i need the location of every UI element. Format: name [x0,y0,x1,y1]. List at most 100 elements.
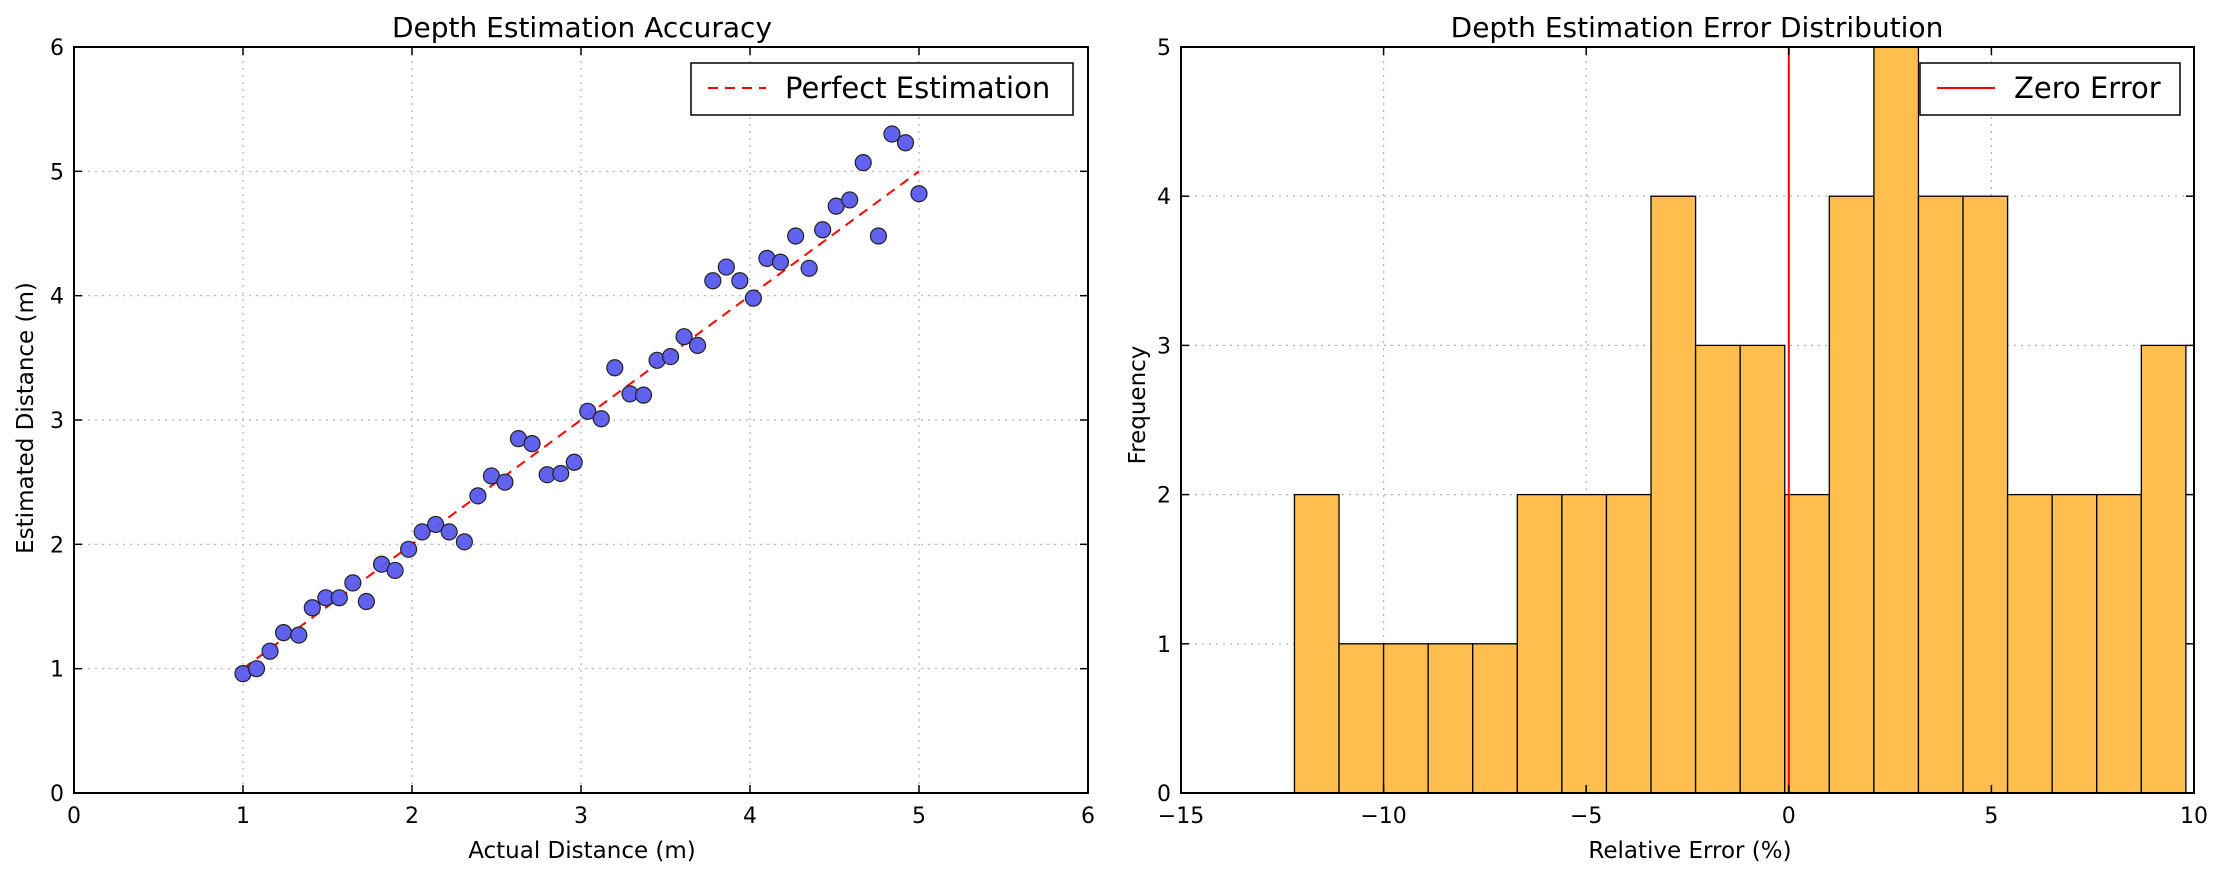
histogram-bar [1561,493,1608,794]
scatter-point [592,410,610,428]
histogram-bar [1650,195,1697,794]
scatter-point [386,561,404,580]
x-tick-label: 4 [743,804,757,829]
histogram-bar [1784,493,1830,794]
histogram-bar [1739,344,1786,794]
scatter-point [787,227,805,245]
chart1-legend: Perfect Estimation [690,62,1074,116]
histogram-bar [1962,195,2009,794]
x-tick-label: 10 [2180,804,2208,829]
chart2-frame [1180,46,2195,794]
scatter-point [717,258,735,276]
histogram-bar [1427,643,1474,794]
histogram-bar [1293,493,1340,794]
histogram-bar [2096,493,2142,794]
histogram-bar [2006,493,2053,794]
scatter-point [675,328,693,346]
scatter-point [455,533,473,551]
x-tick-label: −5 [1570,804,1602,829]
scatter-point [579,402,597,420]
scatter-point [261,642,279,660]
y-tick-label: 3 [50,409,64,434]
histogram-bar [2140,344,2187,794]
scatter-point [523,435,541,453]
chart2-ylabel: Frequency [1125,346,1151,465]
y-tick-label: 1 [50,658,64,683]
scatter-point [731,272,749,290]
histogram-bar [1472,643,1518,794]
scatter-point [883,125,901,143]
scatter-point [330,589,348,607]
scatter-point [357,592,375,611]
y-tick-label: 4 [1157,185,1171,210]
histogram-bar [1828,195,1875,794]
y-tick-label: 5 [50,160,64,185]
scatter-chart: Depth Estimation Accuracy Actual Distanc… [13,11,1095,864]
y-tick-label: 2 [50,533,64,558]
x-tick-label: 5 [1984,804,1998,829]
chart1-legend-label: Perfect Estimation [785,71,1050,105]
scatter-point [303,599,321,617]
histogram-bar [1873,46,1920,794]
scatter-point [771,253,790,271]
x-tick-label: 6 [1081,804,1095,829]
scatter-point [247,660,266,678]
y-tick-label: 1 [1157,633,1171,658]
scatter-point [413,523,431,541]
scatter-point [704,272,722,290]
scatter-point [344,574,362,592]
histogram-bar [1382,643,1429,794]
scatter-point [440,523,458,541]
chart2-title: Depth Estimation Error Distribution [1451,11,1944,44]
chart2-legend: Zero Error [1919,62,2181,116]
chart2-legend-label: Zero Error [2014,71,2161,105]
x-tick-label: −10 [1360,804,1406,829]
scatter-point [565,453,583,471]
scatter-point [274,624,293,642]
y-tick-label: 0 [50,782,64,807]
scatter-point [896,134,915,152]
histogram-chart: Depth Estimation Error Distribution Rela… [1125,11,2208,864]
scatter-point [552,464,570,483]
x-tick-label: 0 [67,804,81,829]
scatter-point [427,515,445,534]
scatter-point [606,359,624,377]
scatter-point [661,347,680,366]
x-tick-label: 2 [405,804,419,829]
x-tick-label: 3 [574,804,588,829]
x-tick-label: 5 [912,804,926,829]
scatter-point [800,259,818,277]
y-tick-label: 4 [50,285,64,310]
scatter-point [854,154,872,172]
chart1-title: Depth Estimation Accuracy [392,11,772,44]
y-tick-label: 0 [1157,782,1171,807]
scatter-point [869,227,888,245]
x-tick-label: 1 [236,804,250,829]
y-tick-label: 6 [50,36,64,61]
scatter-point [400,540,418,558]
scatter-point [496,473,514,491]
histogram-bar [1605,493,1652,794]
chart1-xlabel: Actual Distance (m) [468,838,696,864]
histogram-bar [1917,195,1964,794]
x-tick-label: −15 [1158,804,1204,829]
scatter-point [910,185,928,203]
y-tick-label: 3 [1157,334,1171,359]
histogram-bar [1694,344,1741,794]
scatter-point [841,191,859,209]
scatter-point [744,289,762,307]
y-tick-label: 2 [1157,484,1171,509]
scatter-point [290,626,308,644]
chart2-xlabel: Relative Error (%) [1588,838,1791,864]
scatter-point [689,336,707,354]
scatter-point [814,221,832,239]
scatter-point [634,386,653,404]
chart1-ylabel: Estimated Distance (m) [13,282,39,554]
histogram-bar [2051,493,2098,794]
histogram-bar [1516,493,1563,794]
y-tick-label: 5 [1157,36,1171,61]
histogram-bar [1338,643,1385,794]
scatter-point [469,487,487,505]
x-tick-label: 0 [1782,804,1796,829]
